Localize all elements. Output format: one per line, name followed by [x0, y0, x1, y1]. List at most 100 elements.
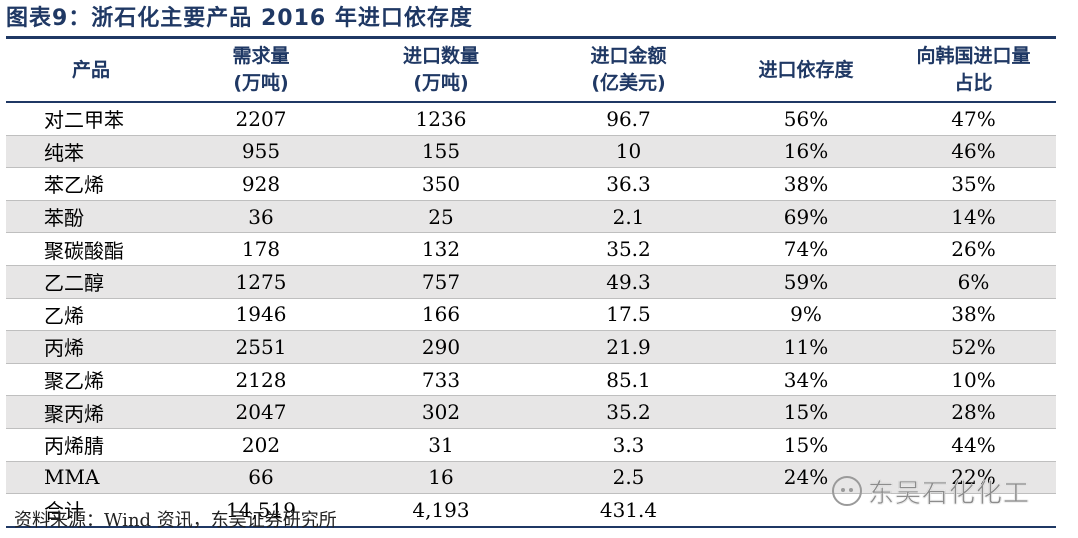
- cell-dependency: 38%: [721, 167, 891, 201]
- cell-demand: 1946: [176, 298, 346, 332]
- watermark: 东吴石化化工: [832, 474, 1031, 509]
- table-row: MMA 66 16 2.5 24% 22%: [6, 461, 1056, 495]
- import-dependency-table: 产品 需求量 (万吨) 进口数量 (万吨) 进口金额 (亿美元) 进口依存度 向…: [6, 39, 1056, 528]
- cell-import-qty: 31: [346, 428, 536, 462]
- header-korea-share-line2: 占比: [954, 72, 993, 94]
- cell-korea-share: 44%: [891, 428, 1056, 462]
- header-product: 产品: [6, 39, 176, 103]
- cell-dependency: 59%: [721, 265, 891, 299]
- cell-dependency: [721, 493, 891, 528]
- watermark-text: 东吴石化化工: [868, 478, 1031, 509]
- header-demand: 需求量 (万吨): [176, 39, 346, 103]
- title-rule: [6, 36, 1056, 39]
- cell-import-amt: 49.3: [536, 265, 721, 299]
- table-row-total: 合计 14,519 4,193 431.4: [6, 493, 1056, 528]
- header-demand-line1: 需求量: [232, 45, 290, 67]
- header-import-qty-line2: (万吨): [413, 72, 469, 94]
- cell-demand: 955: [176, 135, 346, 169]
- cell-import-qty: 25: [346, 200, 536, 234]
- table-row: 丙烯 2551 290 21.9 11% 52%: [6, 330, 1056, 364]
- cell-product: 合计: [6, 493, 176, 528]
- table-row: 聚丙烯 2047 302 35.2 15% 28%: [6, 395, 1056, 429]
- cell-dependency: 56%: [721, 102, 891, 136]
- header-import-amt-line1: 进口金额: [590, 45, 667, 67]
- cell-korea-share: 26%: [891, 232, 1056, 266]
- cell-demand: 2128: [176, 363, 346, 397]
- cell-import-qty: 1236: [346, 102, 536, 136]
- cell-product: 丙烯: [6, 330, 176, 364]
- cell-korea-share: 47%: [891, 102, 1056, 136]
- cell-korea-share: 35%: [891, 167, 1056, 201]
- cell-korea-share: 6%: [891, 265, 1056, 299]
- cell-korea-share: 10%: [891, 363, 1056, 397]
- table-row: 乙二醇 1275 757 49.3 59% 6%: [6, 265, 1056, 299]
- wechat-logo-icon: [832, 476, 862, 506]
- cell-korea-share: 38%: [891, 298, 1056, 332]
- cell-dependency: 74%: [721, 232, 891, 266]
- cell-demand: 2551: [176, 330, 346, 364]
- cell-korea-share: 46%: [891, 135, 1056, 169]
- cell-korea-share: 14%: [891, 200, 1056, 234]
- header-import-amt: 进口金额 (亿美元): [536, 39, 721, 103]
- cell-import-amt: 10: [536, 135, 721, 169]
- table-row: 乙烯 1946 166 17.5 9% 38%: [6, 298, 1056, 332]
- cell-import-amt: 17.5: [536, 298, 721, 332]
- cell-import-amt: 21.9: [536, 330, 721, 364]
- cell-product: 丙烯腈: [6, 428, 176, 462]
- cell-dependency: 11%: [721, 330, 891, 364]
- cell-korea-share: [891, 493, 1056, 528]
- cell-import-qty: 302: [346, 395, 536, 429]
- table-title: 图表9：浙石化主要产品 2016 年进口依存度: [6, 6, 473, 31]
- table-row: 丙烯腈 202 31 3.3 15% 44%: [6, 428, 1056, 462]
- table-row: 纯苯 955 155 10 16% 46%: [6, 135, 1056, 169]
- cell-demand: 202: [176, 428, 346, 462]
- cell-product: 聚碳酸酯: [6, 232, 176, 266]
- cell-dependency: 34%: [721, 363, 891, 397]
- cell-import-amt: 96.7: [536, 102, 721, 136]
- cell-demand: 66: [176, 461, 346, 495]
- cell-product: 苯酚: [6, 200, 176, 234]
- header-korea-share: 向韩国进口量 占比: [891, 39, 1056, 103]
- source-note: 资料来源：Wind 资讯，东吴证券研究所: [14, 510, 337, 531]
- cell-import-amt: 85.1: [536, 363, 721, 397]
- cell-korea-share: 52%: [891, 330, 1056, 364]
- cell-product: 对二甲苯: [6, 102, 176, 136]
- header-demand-line2: (万吨): [233, 72, 289, 94]
- header-korea-share-line1: 向韩国进口量: [916, 45, 1031, 67]
- cell-product: 苯乙烯: [6, 167, 176, 201]
- cell-import-qty: 4,193: [346, 493, 536, 528]
- cell-import-amt: 36.3: [536, 167, 721, 201]
- header-import-amt-line2: (亿美元): [591, 72, 666, 94]
- header-dependency: 进口依存度: [721, 39, 891, 103]
- cell-product: 聚丙烯: [6, 395, 176, 429]
- cell-import-amt: 35.2: [536, 232, 721, 266]
- cell-import-qty: 733: [346, 363, 536, 397]
- cell-import-qty: 290: [346, 330, 536, 364]
- cell-korea-share: 28%: [891, 395, 1056, 429]
- cell-demand: 178: [176, 232, 346, 266]
- cell-dependency: 15%: [721, 428, 891, 462]
- cell-import-amt: 35.2: [536, 395, 721, 429]
- table-row: 聚乙烯 2128 733 85.1 34% 10%: [6, 363, 1056, 397]
- cell-import-qty: 350: [346, 167, 536, 201]
- table-header-row: 产品 需求量 (万吨) 进口数量 (万吨) 进口金额 (亿美元) 进口依存度 向…: [6, 39, 1056, 103]
- cell-import-qty: 155: [346, 135, 536, 169]
- cell-product: 纯苯: [6, 135, 176, 169]
- table-row: 苯酚 36 25 2.1 69% 14%: [6, 200, 1056, 234]
- cell-product: 聚乙烯: [6, 363, 176, 397]
- cell-import-amt: 2.1: [536, 200, 721, 234]
- cell-dependency: 69%: [721, 200, 891, 234]
- header-import-qty: 进口数量 (万吨): [346, 39, 536, 103]
- table-row: 聚碳酸酯 178 132 35.2 74% 26%: [6, 232, 1056, 266]
- table-row: 苯乙烯 928 350 36.3 38% 35%: [6, 167, 1056, 201]
- cell-import-qty: 132: [346, 232, 536, 266]
- cell-import-amt: 2.5: [536, 461, 721, 495]
- cell-product: MMA: [6, 461, 176, 495]
- cell-demand: 14,519: [176, 493, 346, 528]
- cell-demand: 2207: [176, 102, 346, 136]
- cell-import-amt: 431.4: [536, 493, 721, 528]
- cell-import-amt: 3.3: [536, 428, 721, 462]
- cell-import-qty: 757: [346, 265, 536, 299]
- table-row: 对二甲苯 2207 1236 96.7 56% 47%: [6, 102, 1056, 136]
- cell-dependency: 16%: [721, 135, 891, 169]
